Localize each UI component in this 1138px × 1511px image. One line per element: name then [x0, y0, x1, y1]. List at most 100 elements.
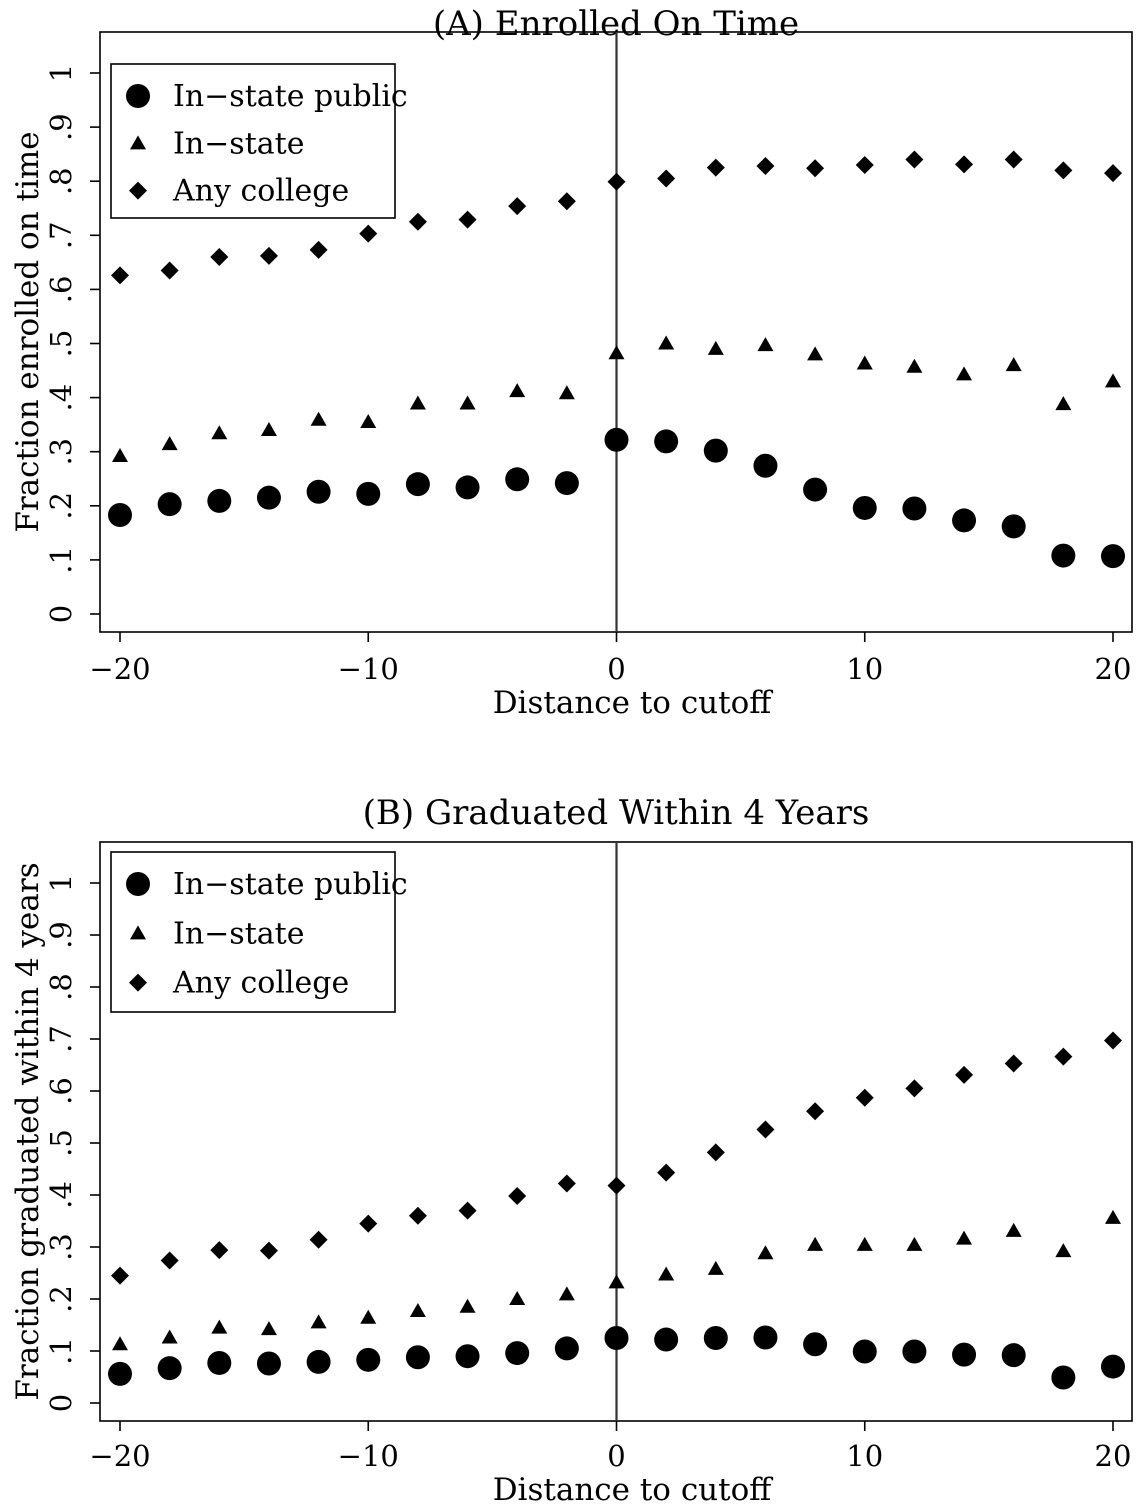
legend-marker-triangle [130, 925, 146, 940]
y-tick-label: .8 [44, 167, 78, 195]
data-point-circle [803, 477, 828, 502]
data-point-circle [952, 508, 977, 533]
y-tick-label: .7 [44, 221, 78, 249]
data-point-circle [1001, 514, 1026, 539]
chart-panel-b: (B) Graduated Within 4 Years 0 .1 .2 .3 .4 .5.… [10, 793, 1133, 1508]
data-point-diamond [259, 246, 278, 265]
data-point-diamond [806, 159, 825, 178]
data-point-circle [256, 485, 281, 510]
data-point-triangle [956, 366, 973, 381]
data-point-diamond [1104, 1031, 1122, 1050]
y-tick-label: .6 [44, 276, 78, 304]
data-point-circle [753, 1325, 778, 1350]
x-axis-title: Distance to cutoff [493, 685, 774, 721]
data-point-diamond [1054, 161, 1073, 180]
data-point-circle [455, 1344, 480, 1369]
data-point-triangle [658, 1266, 675, 1281]
y-tick-label: 1 [44, 64, 78, 82]
data-point-circle [1051, 1365, 1076, 1390]
data-point-circle [852, 1339, 877, 1364]
data-point-circle [1101, 544, 1125, 569]
data-point-diamond [905, 150, 924, 169]
data-point-diamond [905, 1079, 924, 1098]
data-point-triangle [310, 411, 327, 426]
y-tick-label: .9 [44, 113, 78, 141]
data-point-circle [157, 1356, 182, 1381]
y-tick-label: 1 [44, 874, 78, 892]
data-point-triangle [409, 1302, 426, 1317]
data-point-circle [902, 1339, 927, 1364]
data-point-triangle [608, 1274, 625, 1289]
data-point-triangle [707, 1260, 724, 1275]
data-point-triangle [310, 1314, 327, 1329]
data-point-diamond [259, 1241, 278, 1260]
y-tick-label: .7 [44, 1025, 78, 1053]
data-point-diamond [508, 197, 527, 216]
data-point-diamond [855, 155, 874, 174]
data-point-circle [654, 429, 679, 454]
legend: In−state public In−state Any college [110, 851, 408, 1013]
data-point-circle [157, 492, 182, 517]
data-point-circle [852, 495, 877, 520]
data-point-diamond [359, 1214, 378, 1233]
x-tick-label: 0 [607, 1439, 625, 1473]
data-point-triangle [161, 1329, 178, 1344]
data-point-circle [1051, 543, 1076, 568]
data-point-triangle [856, 1236, 873, 1251]
y-tick-label: 0 [44, 605, 78, 623]
data-point-circle [654, 1327, 679, 1352]
data-point-circle [902, 496, 927, 521]
y-tick-label: .5 [44, 1129, 78, 1157]
legend-label: In−state public [173, 867, 408, 902]
data-point-triangle [906, 1236, 923, 1251]
legend-marker-diamond [129, 181, 147, 200]
y-axis-title: Fraction graduated within 4 years [10, 862, 46, 1400]
legend-label: Any college [172, 966, 349, 1001]
data-point-diamond [607, 172, 626, 191]
data-point-diamond [1004, 150, 1023, 169]
series-diamond [111, 1031, 1122, 1285]
data-point-triangle [360, 413, 377, 428]
data-point-diamond [806, 1102, 825, 1121]
data-point-circle [356, 1347, 381, 1372]
data-point-circle [753, 453, 778, 478]
data-point-triangle [211, 1319, 228, 1334]
y-tick-label: .5 [44, 330, 78, 358]
y-tick-label: .2 [44, 1285, 78, 1313]
data-point-circle [207, 1350, 232, 1375]
series-triangle [112, 1209, 1121, 1351]
x-axis-title: Distance to cutoff [493, 1472, 774, 1508]
data-point-triangle [906, 358, 923, 373]
data-point-triangle [807, 1236, 824, 1251]
data-point-circle [604, 427, 629, 452]
data-point-diamond [210, 1241, 229, 1260]
series-diamond [111, 150, 1122, 285]
data-point-circle [356, 481, 381, 506]
legend: In−state public In−state Any college [110, 63, 408, 219]
legend-marker-circle [126, 84, 150, 108]
legend-marker-diamond [129, 973, 147, 992]
data-point-circle [505, 467, 530, 492]
data-point-circle [207, 488, 232, 513]
x-tick-label: −20 [89, 652, 150, 686]
data-point-circle [703, 438, 728, 463]
data-point-triangle [1105, 1209, 1121, 1224]
data-point-triangle [558, 1286, 575, 1301]
data-point-diamond [210, 247, 229, 266]
data-point-triangle [459, 1298, 476, 1313]
data-point-circle [306, 1349, 331, 1374]
data-point-triangle [608, 345, 625, 360]
data-point-triangle [360, 1309, 377, 1324]
x-tick-label: 0 [607, 652, 625, 686]
legend-label: Any college [172, 174, 349, 209]
data-point-diamond [458, 1201, 477, 1220]
x-tick-label: 20 [1095, 652, 1132, 686]
data-point-diamond [1054, 1047, 1073, 1066]
data-point-circle [1001, 1343, 1026, 1368]
x-tick-label: −10 [338, 1439, 399, 1473]
data-point-circle [505, 1341, 530, 1366]
y-tick-label: .1 [44, 546, 78, 574]
data-point-diamond [408, 1206, 427, 1225]
data-point-diamond [657, 169, 676, 188]
